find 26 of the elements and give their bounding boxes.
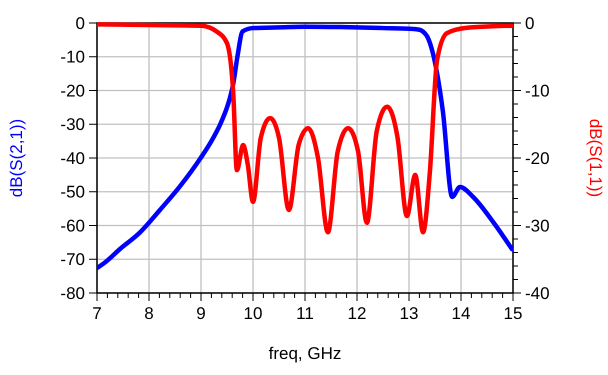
x-tick-label: 9	[196, 304, 206, 323]
y-tick-label: -70	[60, 250, 85, 270]
y2-tick-label: -20	[525, 148, 550, 168]
y-tick-label: -50	[60, 182, 85, 202]
y-tick-label: -20	[60, 81, 85, 100]
y2-tick-label: -10	[525, 81, 550, 100]
y-tick-label: 0	[76, 14, 85, 33]
y-axis-title: dB(S(2,1))	[7, 118, 26, 198]
y2-tick-label: -40	[525, 284, 550, 303]
y2-tick-label: -30	[525, 216, 550, 236]
y-tick-label: -30	[60, 115, 85, 134]
x-tick-label: 10	[244, 304, 262, 323]
y2-axis-title: dB(S(1,1))	[586, 118, 605, 198]
x-tick-label: 8	[144, 304, 154, 323]
y-tick-label: -10	[60, 48, 85, 67]
x-tick-label: 11	[296, 304, 314, 323]
y-tick-label: -60	[60, 216, 85, 236]
y-tick-label: -40	[60, 148, 85, 168]
x-tick-label: 14	[452, 304, 470, 323]
x-tick-label: 12	[348, 304, 366, 323]
x-tick-label: 15	[504, 304, 522, 323]
x-tick-label: 13	[400, 304, 418, 323]
y2-tick-label: 0	[525, 14, 534, 33]
x-axis-title: freq, GHz	[268, 344, 342, 363]
y-tick-label: -80	[60, 284, 85, 303]
x-tick-label: 7	[92, 304, 102, 323]
